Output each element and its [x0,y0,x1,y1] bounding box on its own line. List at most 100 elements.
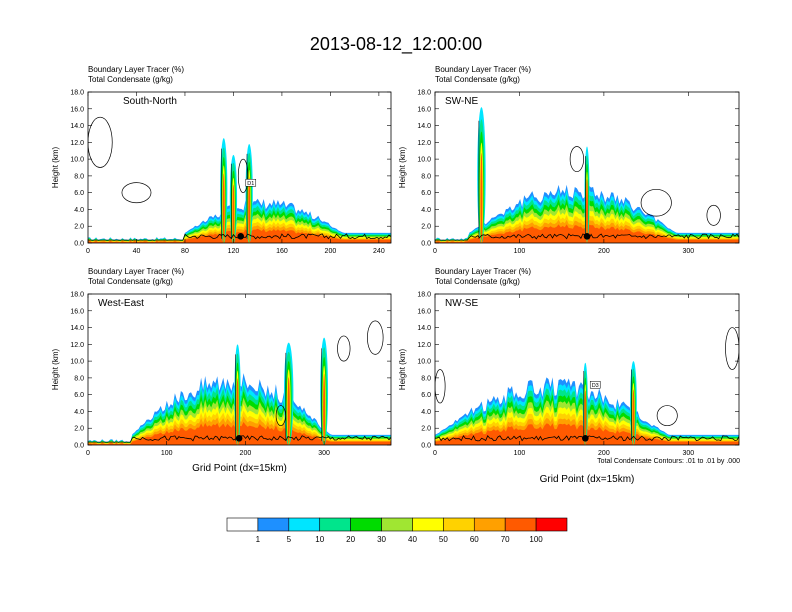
colorbar: 1 5 10 20 30 40 50 60 70 100 [226,517,568,544]
convective-column [480,152,483,243]
tracer-field [435,327,739,445]
colorbar-label: 10 [315,535,324,544]
y-tick-label: 14.0 [70,325,84,332]
condensate-contour [237,158,249,194]
colorbar-swatch [257,517,290,532]
condensate-contour [569,146,584,173]
contour-note: Total Condensate Contours: .01 to .01 by… [597,458,740,465]
tracer-field [88,116,391,243]
panel-south-north: D1 Boundary Layer Tracer (%)Total Condens… [51,65,392,255]
condensate-contour [275,405,286,427]
colorbar-swatch [443,517,475,532]
colorbar-swatch [226,517,259,532]
x-tick-label: 300 [682,450,694,457]
condensate-contour [656,405,678,427]
x-tick-label: 300 [682,248,694,255]
y-tick-label: 6.0 [74,190,84,197]
y-tick-label: 2.0 [74,426,84,433]
condensate-contour [88,116,113,168]
convective-column [323,373,326,445]
colorbar-label: 50 [439,535,448,544]
y-tick-label: 8.0 [74,375,84,382]
station-marker [237,232,245,240]
x-tick-label: 200 [598,450,610,457]
y-tick-label: 4.0 [421,409,431,416]
colorbar-swatch [412,517,444,532]
y-tick-label: 14.0 [417,325,431,332]
x-tick-label: 80 [181,248,189,255]
x-tick-label: 0 [86,450,90,457]
x-tick-label: 200 [325,248,337,255]
convective-column [584,390,587,445]
x-tick-label: 100 [514,450,526,457]
x-tick-label: 200 [240,450,252,457]
panel-header-line: Boundary Layer Tracer (%) [88,267,184,276]
y-tick-label: 16.0 [417,106,431,113]
convective-column [232,184,235,243]
y-tick-label: 14.0 [70,123,84,130]
y-tick-label: 16.0 [70,106,84,113]
domain-tag-label: D3 [592,383,599,389]
x-tick-label: 0 [433,248,437,255]
y-tick-label: 18.0 [70,292,84,299]
y-tick-label: 12.0 [417,342,431,349]
panel-header-line: Total Condensate (g/kg) [435,75,520,84]
convective-column [222,173,225,243]
panel-header-line: Boundary Layer Tracer (%) [435,267,531,276]
domain-tag: D1 [245,178,257,187]
x-tick-label: 100 [161,450,173,457]
station-marker [582,434,589,442]
y-axis-label: Height (km) [51,348,60,390]
x-tick-label: 300 [318,450,330,457]
tracer-field [88,320,391,445]
condensate-contour [725,327,739,370]
x-tick-label: 160 [276,248,288,255]
y-tick-label: 8.0 [421,173,431,180]
plot-frame [434,91,740,244]
panel-sw-ne: Boundary Layer Tracer (%)Total Condensat… [398,65,740,255]
colorbar-swatch [535,517,568,532]
y-tick-label: 6.0 [74,392,84,399]
y-tick-label: 16.0 [70,308,84,315]
y-tick-label: 4.0 [421,207,431,214]
plot-frame [87,91,392,244]
y-tick-label: 4.0 [74,207,84,214]
y-tick-label: 18.0 [417,292,431,299]
panel-header-line: Total Condensate (g/kg) [435,277,520,286]
y-tick-label: 8.0 [74,173,84,180]
y-axis-label: Height (km) [51,146,60,188]
x-tick-label: 100 [514,248,526,255]
tracer-field [435,107,739,243]
panel-header-line: Total Condensate (g/kg) [88,75,173,84]
y-tick-label: 10.0 [70,157,84,164]
x-tick-label: 0 [86,248,90,255]
colorbar-label: 70 [501,535,510,544]
x-tick-label: 200 [598,248,610,255]
panel-header-line: Total Condensate (g/kg) [88,277,173,286]
y-tick-label: 6.0 [421,392,431,399]
y-tick-label: 18.0 [417,90,431,97]
condensate-contour [706,204,721,226]
x-tick-label: 120 [228,248,240,255]
panel-west-east: Boundary Layer Tracer (%)Total Condensat… [51,267,392,474]
condensate-contour [435,369,446,404]
y-tick-label: 0.0 [74,241,84,248]
domain-tag-label: D1 [247,181,254,187]
domain-tag-box [245,178,257,187]
x-axis-label: Grid Point (dx=15km) [540,474,635,485]
colorbar-label: 30 [377,535,386,544]
colorbar-label: 1 [256,535,261,544]
colorbar-swatch [319,517,351,532]
y-tick-label: 18.0 [70,90,84,97]
convective-column [586,179,588,243]
convective-column [287,377,290,445]
colorbar-label: 40 [408,535,417,544]
colorbar-label: 60 [470,535,479,544]
x-tick-label: 40 [133,248,141,255]
y-tick-label: 2.0 [421,426,431,433]
x-tick-label: 0 [433,450,437,457]
section-title: West-East [98,298,144,309]
y-tick-label: 8.0 [421,375,431,382]
